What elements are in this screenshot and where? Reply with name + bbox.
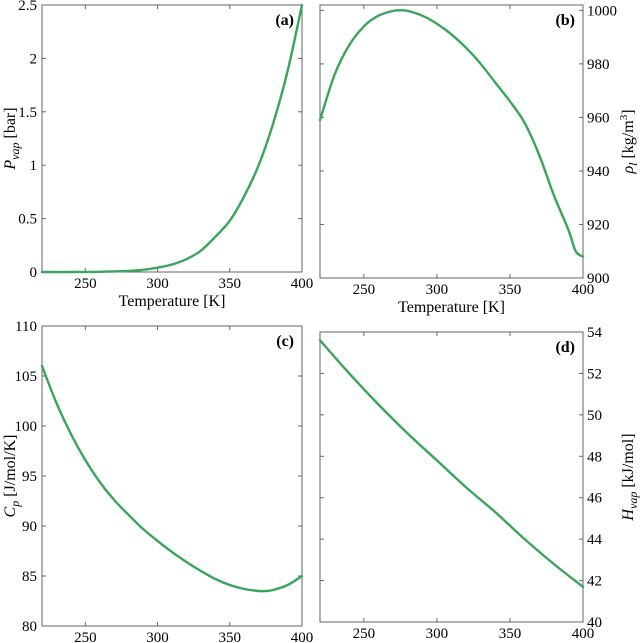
y-tick-label: 46: [587, 491, 603, 507]
plot-frame: [319, 4, 584, 279]
x-tick-label: 300: [426, 282, 449, 298]
x-tick-label: 250: [74, 630, 97, 643]
y-tick-label: 1000: [587, 3, 617, 19]
series-line: [318, 339, 585, 588]
x-tick-label: 250: [353, 626, 376, 642]
x-axis-label: Temperature [K]: [398, 299, 505, 316]
x-tick-label: 250: [353, 282, 376, 298]
y-tick-label: 52: [587, 366, 602, 382]
x-tick-label: 400: [572, 282, 595, 298]
x-tick-label: 300: [146, 630, 169, 643]
y-tick-label: 2: [30, 51, 38, 67]
series-line: [318, 9, 585, 258]
y-tick-label: 960: [587, 110, 610, 126]
panel-c: 25030035040080859095100105110Temperature…: [2, 319, 313, 643]
plot-frame: [41, 325, 303, 627]
x-axis-label: Temperature [K]: [119, 293, 226, 310]
y-tick-label: 900: [587, 271, 610, 287]
y-axis-label: Pvap [bar]: [2, 107, 22, 170]
x-tick-label: 300: [146, 276, 169, 292]
y-tick-label: 42: [587, 574, 602, 590]
y-tick-label: 980: [587, 57, 610, 73]
y-tick-label: 0: [30, 265, 38, 281]
y-tick-label: 90: [22, 519, 37, 535]
y-tick-label: 80: [22, 619, 37, 635]
x-tick-label: 400: [291, 276, 314, 292]
y-tick-label: 100: [15, 419, 38, 435]
series-line: [40, 3, 304, 274]
x-tick-label: 400: [572, 626, 595, 642]
x-tick-label: 400: [291, 630, 314, 643]
y-tick-label: 50: [587, 408, 602, 424]
y-tick-label: 44: [587, 532, 603, 548]
panel-label: (c): [276, 333, 294, 350]
x-tick-label: 350: [499, 626, 522, 642]
y-axis-label: ρl [kg/m3]: [618, 109, 640, 174]
plot-frame: [319, 331, 584, 623]
y-tick-label: 95: [22, 469, 37, 485]
y-tick-label: 85: [22, 569, 37, 585]
x-tick-label: 350: [219, 630, 242, 643]
y-tick-label: 48: [587, 449, 602, 465]
panel-label: (a): [275, 12, 294, 29]
y-tick-label: 1.5: [18, 105, 37, 121]
y-tick-label: 54: [587, 325, 603, 341]
y-tick-label: 40: [587, 615, 602, 631]
y-axis-label: Cp [J/mol/K]: [2, 435, 22, 518]
y-tick-label: 2.5: [18, 0, 37, 14]
y-tick-label: 1: [30, 158, 38, 174]
y-tick-label: 110: [15, 319, 37, 335]
plot-frame: [41, 4, 303, 273]
y-tick-label: 105: [15, 369, 38, 385]
x-tick-label: 350: [499, 282, 522, 298]
panel-a: 250 300 350 400 0 0.5 1 1.5 2 2.5 Temperature [K] P…: [2, 0, 313, 310]
panel-label: (b): [555, 12, 575, 29]
panel-d: 2503003504004042444648505254Temperature …: [318, 325, 640, 642]
x-tick-label: 350: [219, 276, 242, 292]
y-axis-label: Hvap [kJ/mol]: [620, 433, 640, 521]
y-tick-label: 0.5: [18, 212, 37, 228]
y-tick-label: 920: [587, 217, 610, 233]
x-tick-label: 300: [426, 626, 449, 642]
x-tick-label: 250: [74, 276, 97, 292]
panel-label: (d): [555, 339, 575, 356]
y-tick-label: 940: [587, 164, 610, 180]
series-line: [40, 364, 304, 593]
